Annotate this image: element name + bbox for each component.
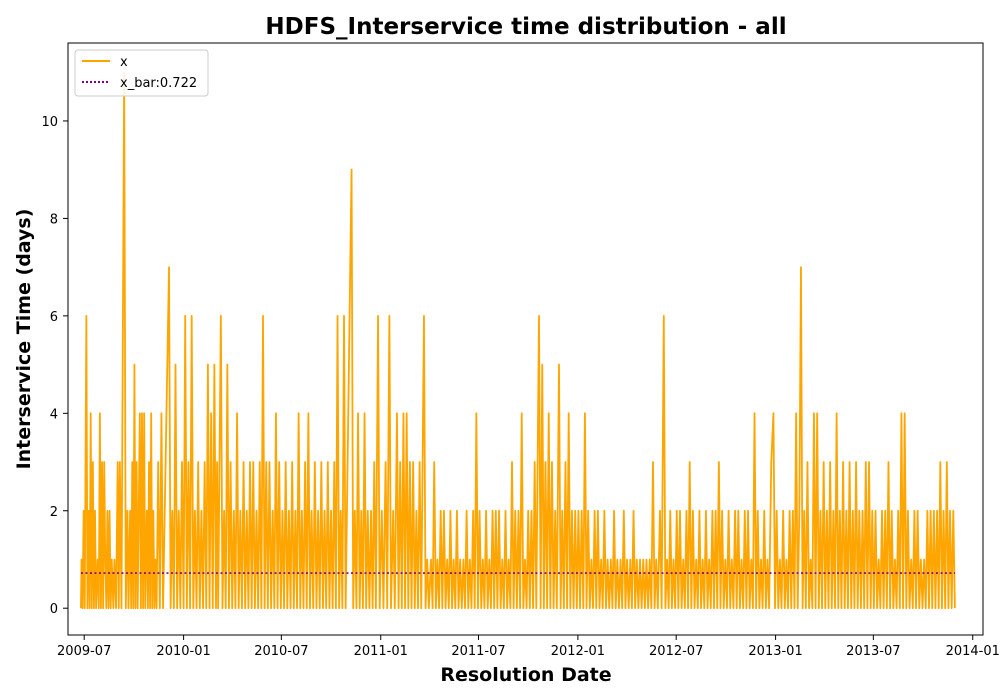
x-tick-label: 2010-01	[156, 644, 210, 659]
legend: x x_bar:0.722	[74, 49, 209, 97]
series-layer	[80, 71, 956, 610]
x-tick-label: 2011-07	[451, 644, 505, 659]
legend-label-x: x	[120, 55, 128, 70]
x-tick-label: 2011-01	[354, 644, 408, 659]
x-tick-label: 2010-07	[254, 644, 308, 659]
y-tick-label: 8	[50, 212, 58, 227]
x-tick-label: 2012-01	[551, 644, 605, 659]
x-axis: 2009-07 2010-01 2010-07 2011-01 2011-07 2012-…	[57, 635, 1000, 659]
x-tick-label: 2013-01	[748, 644, 802, 659]
series-line-x	[80, 71, 956, 610]
y-tick-label: 2	[50, 505, 58, 520]
y-axis-label: Interservice Time (days)	[13, 209, 35, 470]
x-axis-label: Resolution Date	[440, 664, 611, 686]
chart-title: HDFS_Interservice time distribution - al…	[265, 14, 786, 40]
x-tick-label: 2012-07	[649, 644, 703, 659]
y-tick-label: 6	[50, 310, 58, 325]
x-tick-label: 2013-07	[846, 644, 900, 659]
y-axis: 0 2 4 6 8 10	[41, 115, 68, 617]
x-tick-label: 2009-07	[57, 644, 111, 659]
y-tick-label: 10	[41, 115, 58, 130]
plot-border	[67, 42, 984, 636]
y-tick-label: 0	[50, 602, 58, 617]
x-tick-label: 2014-01	[946, 644, 1000, 659]
y-tick-label: 4	[50, 407, 58, 422]
legend-label-xbar: x_bar:0.722	[120, 76, 197, 91]
